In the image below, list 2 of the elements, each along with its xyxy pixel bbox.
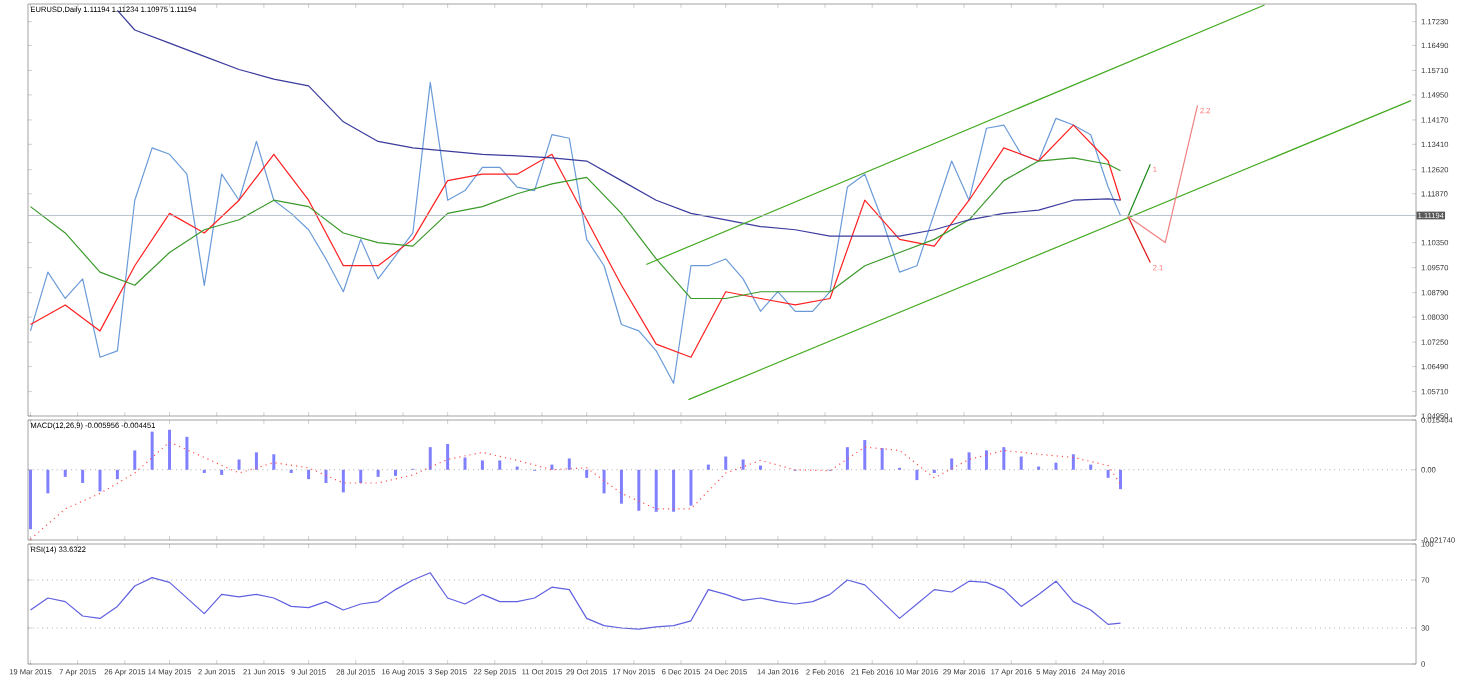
line-series bbox=[29, 441, 1122, 540]
line-series bbox=[29, 124, 1122, 358]
